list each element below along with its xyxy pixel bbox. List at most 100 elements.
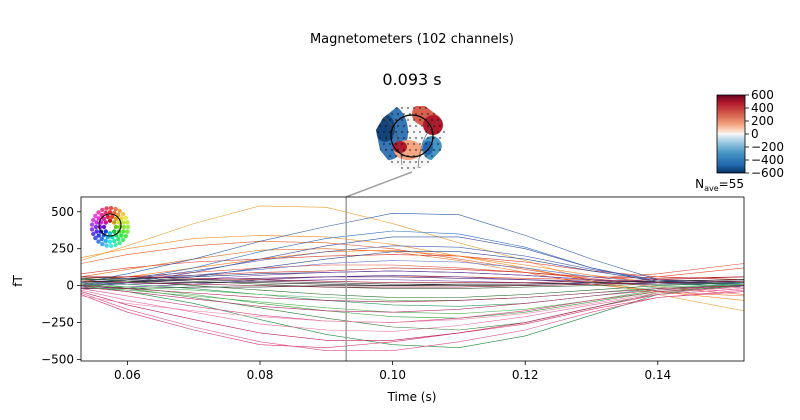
sensor-dot <box>425 155 427 157</box>
sensor-dot <box>425 167 427 169</box>
legend-sensor-dot <box>101 216 107 221</box>
sensor-dot <box>377 131 379 133</box>
sensor-dot <box>403 149 405 151</box>
legend-sensor-dot <box>112 238 117 244</box>
sensor-dot <box>397 161 399 163</box>
y-tick-label-0: 500 <box>51 205 74 219</box>
sensor-dot <box>391 149 393 151</box>
series-line-5 <box>81 249 744 283</box>
legend-sensor-dot <box>117 240 122 246</box>
sensor-dot <box>413 131 415 133</box>
legend-sensor-dot <box>93 235 98 241</box>
series-line-22 <box>81 279 744 289</box>
sensor-dot <box>407 143 409 145</box>
series-line-33 <box>81 288 744 341</box>
legend-sensor-dot <box>96 239 101 244</box>
legend-sensor-dot <box>94 220 99 225</box>
sensor-dot <box>377 155 379 157</box>
sensor-dot <box>409 137 411 139</box>
sensor-dot <box>415 137 417 139</box>
time-label: 0.093 s <box>382 70 441 89</box>
sensor-dot <box>389 143 391 145</box>
sensor-dot <box>443 131 445 133</box>
sensor-dot <box>395 167 397 169</box>
sensor-dot <box>419 107 421 109</box>
sensor-dot <box>407 107 409 109</box>
sensor-dot <box>397 149 399 151</box>
series-line-14 <box>81 260 744 285</box>
series-line-23 <box>81 279 744 289</box>
sensor-dot <box>391 161 393 163</box>
legend-sensor-dot <box>105 214 111 219</box>
sensor-dot <box>421 137 423 139</box>
legend-sensor-dot <box>121 224 127 230</box>
sensor-dot <box>445 113 446 115</box>
legend-sensor-dot <box>103 238 108 244</box>
sensor-dot <box>443 167 445 169</box>
butterfly-plot: 0.06 0.08 0.10 0.12 0.14 500 250 0 −250 −500 Tim… <box>11 196 745 404</box>
series-line-4 <box>81 248 744 297</box>
sensor-dot <box>395 107 397 109</box>
sensor-dot <box>389 119 391 121</box>
legend-sensor-dot <box>101 224 107 230</box>
colorbar-tick-label-4: −200 <box>751 140 784 154</box>
sensor-dot <box>407 119 409 121</box>
sensor-dot <box>379 125 381 127</box>
sensor-dot <box>425 143 427 145</box>
sensor-dot <box>421 161 423 163</box>
legend-sensor-dot <box>89 222 95 227</box>
sensor-dot <box>413 107 415 109</box>
legend-sensor-dot <box>96 210 101 215</box>
colorbar-tick-label-5: −400 <box>751 153 784 167</box>
series-line-30 <box>81 278 744 298</box>
sensor-dot <box>439 125 441 127</box>
sensor-dot <box>431 107 433 109</box>
sensor-dot <box>385 125 387 127</box>
sensor-dot <box>379 113 381 115</box>
legend-sensor-dot <box>119 216 124 221</box>
legend-sensor-dot <box>94 229 99 234</box>
sensor-dot <box>419 143 421 145</box>
legend-sensor-dot <box>89 227 95 232</box>
sensor-dot <box>383 131 385 133</box>
legend-sensor-dot <box>100 207 105 213</box>
topomap <box>345 106 446 198</box>
colorbar-tick-label-2: 200 <box>751 114 774 128</box>
series-line-28 <box>81 280 744 307</box>
sensor-dot <box>395 143 397 145</box>
sensor-dot <box>437 143 439 145</box>
sensor-dot <box>403 161 405 163</box>
sensor-dot <box>439 161 441 163</box>
legend-sensor-dot <box>104 243 109 248</box>
sensor-dot <box>425 107 427 109</box>
legend-sensor-dot <box>125 220 130 225</box>
legend-sensor-dot <box>123 215 128 221</box>
sensor-dot <box>415 125 417 127</box>
legend-sensor-dot <box>107 218 113 223</box>
x-axis-label: Time (s) <box>387 390 437 404</box>
sensor-dot <box>433 161 435 163</box>
figure-title: Magnetometers (102 channels) <box>310 32 514 47</box>
sensor-dot <box>433 125 435 127</box>
legend-sensor-dot <box>125 229 130 234</box>
sensor-dot <box>421 125 423 127</box>
x-tick-label-2: 0.10 <box>379 368 406 382</box>
series-line-32 <box>81 289 744 351</box>
sensor-dot <box>377 119 379 121</box>
legend-sensor-dot <box>112 229 117 234</box>
sensor-dot <box>443 155 445 157</box>
sensor-dot <box>409 113 411 115</box>
series-line-29 <box>81 283 744 301</box>
nave-subscript: ave <box>704 184 719 193</box>
sensor-dot <box>383 119 385 121</box>
sensor-dot <box>437 107 439 109</box>
sensor-dot <box>401 155 403 157</box>
nave-label: Nave=55 <box>695 177 744 193</box>
legend-sensor-dot <box>112 220 117 225</box>
sensor-dot <box>383 167 385 169</box>
colorbar-tick-label-0: 600 <box>751 88 774 102</box>
nave-value: =55 <box>719 177 744 191</box>
sensor-dot <box>403 113 405 115</box>
series-line-13 <box>81 251 744 286</box>
